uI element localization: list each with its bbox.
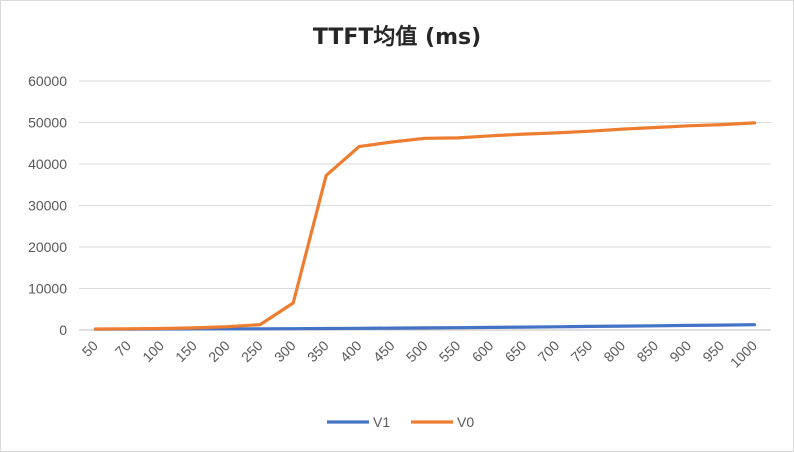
legend-label-v1: V1 [373, 414, 390, 430]
x-tick-label: 70 [112, 337, 134, 359]
x-tick-label: 100 [139, 337, 167, 365]
y-axis: 0 10000 20000 30000 40000 50000 60000 [28, 73, 67, 338]
y-tick-label: 20000 [28, 239, 67, 255]
y-tick-label: 0 [59, 322, 67, 338]
x-tick-label: 350 [304, 337, 332, 365]
y-tick-label: 30000 [28, 198, 67, 214]
x-tick-label: 650 [502, 337, 530, 365]
x-axis: 50 70 100 150 200 250 300 350 400 450 500 550 600 650… [79, 337, 761, 370]
series-line-v0 [93, 121, 757, 331]
y-tick-label: 40000 [28, 156, 67, 172]
x-tick-label: 900 [666, 337, 694, 365]
x-tick-label: 950 [699, 337, 727, 365]
y-tick-label: 10000 [28, 281, 67, 297]
x-tick-label: 200 [205, 337, 233, 365]
series-lines [93, 121, 757, 331]
legend: V1 V0 [327, 414, 474, 430]
x-tick-label: 550 [436, 337, 464, 365]
x-tick-label: 1000 [727, 337, 760, 370]
legend-label-v0: V0 [457, 414, 474, 430]
x-tick-label: 800 [600, 337, 628, 365]
y-tick-label: 50000 [28, 115, 67, 131]
x-tick-label: 700 [535, 337, 563, 365]
x-tick-label: 850 [633, 337, 661, 365]
x-tick-label: 150 [172, 337, 200, 365]
x-tick-label: 50 [79, 337, 101, 359]
chart-title: TTFT均值 (ms) [312, 25, 482, 50]
x-tick-label: 400 [337, 337, 365, 365]
x-tick-label: 500 [403, 337, 431, 365]
x-tick-label: 450 [370, 337, 398, 365]
x-tick-label: 250 [238, 337, 266, 365]
y-tick-label: 60000 [28, 73, 67, 89]
x-tick-label: 750 [568, 337, 596, 365]
x-tick-label: 600 [469, 337, 497, 365]
x-tick-label: 300 [271, 337, 299, 365]
gridlines [79, 80, 771, 331]
